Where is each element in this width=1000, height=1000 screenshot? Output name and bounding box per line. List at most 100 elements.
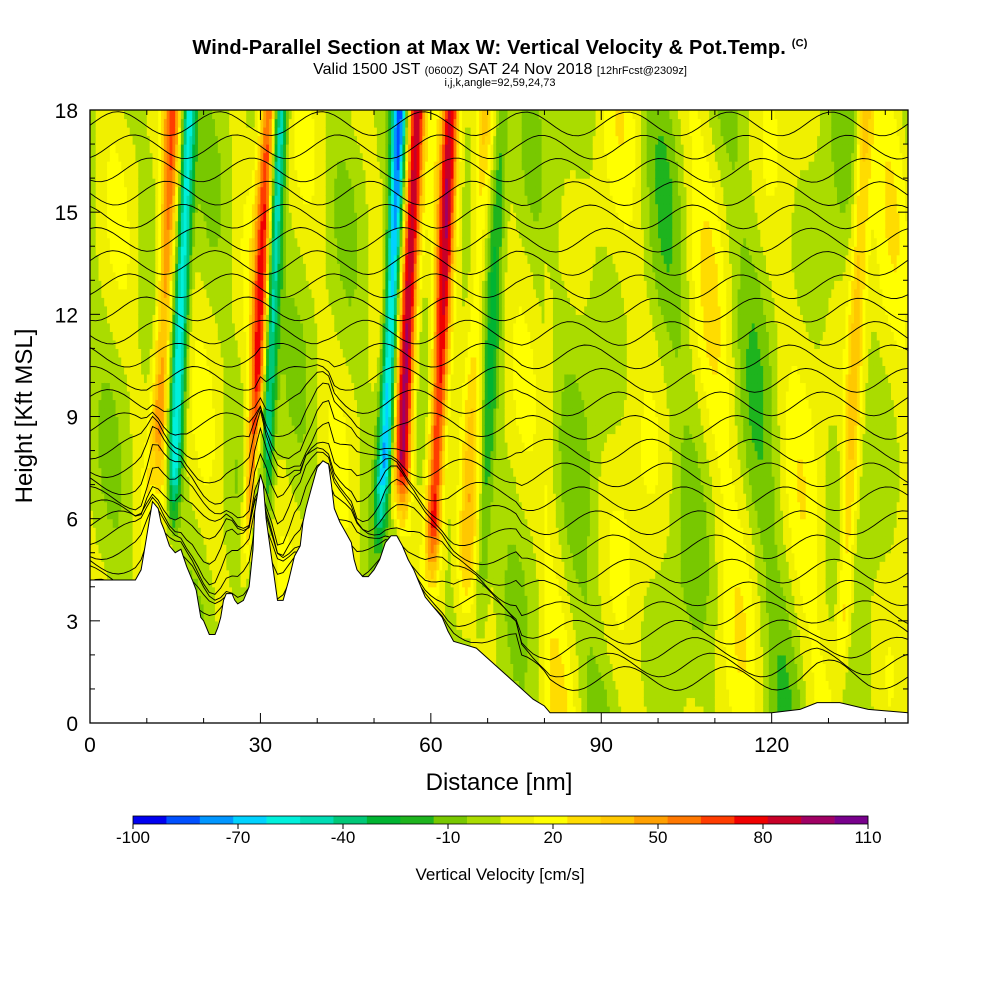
field-cell bbox=[146, 127, 151, 137]
field-cell bbox=[212, 620, 216, 630]
field-cell bbox=[129, 229, 134, 239]
field-cell bbox=[217, 578, 222, 588]
field-cell bbox=[209, 459, 213, 469]
field-cell bbox=[274, 144, 279, 154]
field-cell bbox=[197, 586, 202, 596]
field-cell bbox=[277, 314, 281, 324]
field-cell bbox=[226, 263, 230, 273]
field-cell bbox=[197, 365, 202, 375]
field-cell bbox=[186, 263, 191, 273]
field-cell bbox=[152, 203, 156, 213]
field-cell bbox=[249, 178, 253, 188]
field-cell bbox=[95, 518, 100, 528]
field-cell bbox=[101, 425, 105, 435]
field-cell bbox=[254, 365, 259, 375]
field-cell bbox=[132, 314, 137, 324]
field-cell bbox=[98, 484, 102, 494]
field-cell bbox=[90, 118, 94, 128]
field-cell bbox=[271, 254, 276, 264]
field-cell bbox=[107, 356, 111, 367]
field-cell bbox=[274, 493, 279, 503]
field-cell bbox=[254, 161, 259, 171]
field-cell bbox=[209, 552, 213, 562]
field-cell bbox=[223, 186, 227, 196]
field-cell bbox=[121, 501, 125, 511]
field-cell bbox=[195, 254, 199, 264]
field-cell bbox=[155, 382, 159, 392]
field-cell bbox=[263, 399, 267, 409]
field-cell bbox=[212, 127, 216, 137]
field-cell bbox=[152, 399, 156, 409]
field-cell bbox=[260, 118, 264, 128]
field-cell bbox=[135, 365, 139, 375]
field-cell bbox=[101, 348, 105, 358]
field-cell bbox=[237, 595, 242, 605]
field-cell bbox=[200, 476, 205, 486]
field-cell bbox=[158, 212, 162, 222]
field-cell bbox=[158, 280, 162, 290]
field-cell bbox=[237, 459, 242, 469]
field-cell bbox=[280, 518, 284, 528]
field-cell bbox=[209, 305, 213, 315]
field-cell bbox=[209, 561, 213, 571]
field-cell bbox=[135, 544, 139, 554]
field-cell bbox=[240, 152, 244, 162]
field-cell bbox=[143, 237, 148, 247]
field-cell bbox=[226, 518, 230, 528]
field-cell bbox=[283, 416, 287, 426]
field-cell bbox=[260, 314, 264, 324]
field-cell bbox=[200, 229, 205, 239]
field-cell bbox=[149, 229, 154, 239]
field-cell bbox=[138, 229, 142, 239]
field-cell bbox=[152, 118, 156, 128]
field-cell bbox=[121, 348, 125, 358]
field-cell bbox=[246, 203, 250, 213]
field-cell bbox=[266, 399, 270, 409]
field-cell bbox=[141, 544, 145, 554]
field-cell bbox=[200, 203, 205, 213]
field-cell bbox=[132, 195, 137, 205]
field-cell bbox=[217, 246, 222, 256]
field-cell bbox=[263, 144, 267, 154]
field-cell bbox=[152, 237, 156, 247]
field-cell bbox=[138, 305, 142, 315]
field-cell bbox=[214, 305, 219, 315]
field-cell bbox=[107, 459, 111, 469]
field-cell bbox=[107, 271, 111, 281]
field-cell bbox=[254, 450, 259, 460]
field-cell bbox=[257, 433, 262, 443]
field-cell bbox=[163, 322, 168, 332]
field-cell bbox=[180, 186, 185, 196]
field-cell bbox=[232, 552, 236, 562]
field-cell bbox=[277, 382, 281, 392]
field-cell bbox=[234, 348, 239, 358]
field-cell bbox=[277, 569, 281, 579]
field-cell bbox=[98, 382, 102, 392]
field-cell bbox=[152, 186, 156, 196]
field-cell bbox=[195, 399, 199, 409]
field-cell bbox=[138, 110, 142, 120]
field-cell bbox=[220, 331, 225, 341]
field-cell bbox=[132, 280, 137, 290]
field-cell bbox=[138, 263, 142, 273]
field-cell bbox=[124, 135, 128, 145]
field-cell bbox=[266, 237, 270, 247]
field-cell bbox=[209, 484, 213, 494]
field-cell bbox=[283, 186, 287, 196]
field-cell bbox=[129, 288, 134, 298]
field-cell bbox=[254, 467, 259, 477]
field-cell bbox=[203, 535, 208, 545]
field-cell bbox=[274, 339, 279, 349]
field-cell bbox=[280, 510, 284, 520]
field-cell bbox=[112, 127, 117, 137]
field-cell bbox=[280, 501, 284, 511]
field-cell bbox=[214, 263, 219, 273]
field-cell bbox=[121, 246, 125, 256]
field-cell bbox=[172, 118, 176, 128]
field-cell bbox=[101, 510, 105, 520]
field-cell bbox=[246, 178, 250, 188]
field-cell bbox=[212, 220, 216, 230]
field-cell bbox=[186, 135, 191, 145]
field-cell bbox=[98, 569, 102, 579]
field-cell bbox=[206, 305, 210, 315]
